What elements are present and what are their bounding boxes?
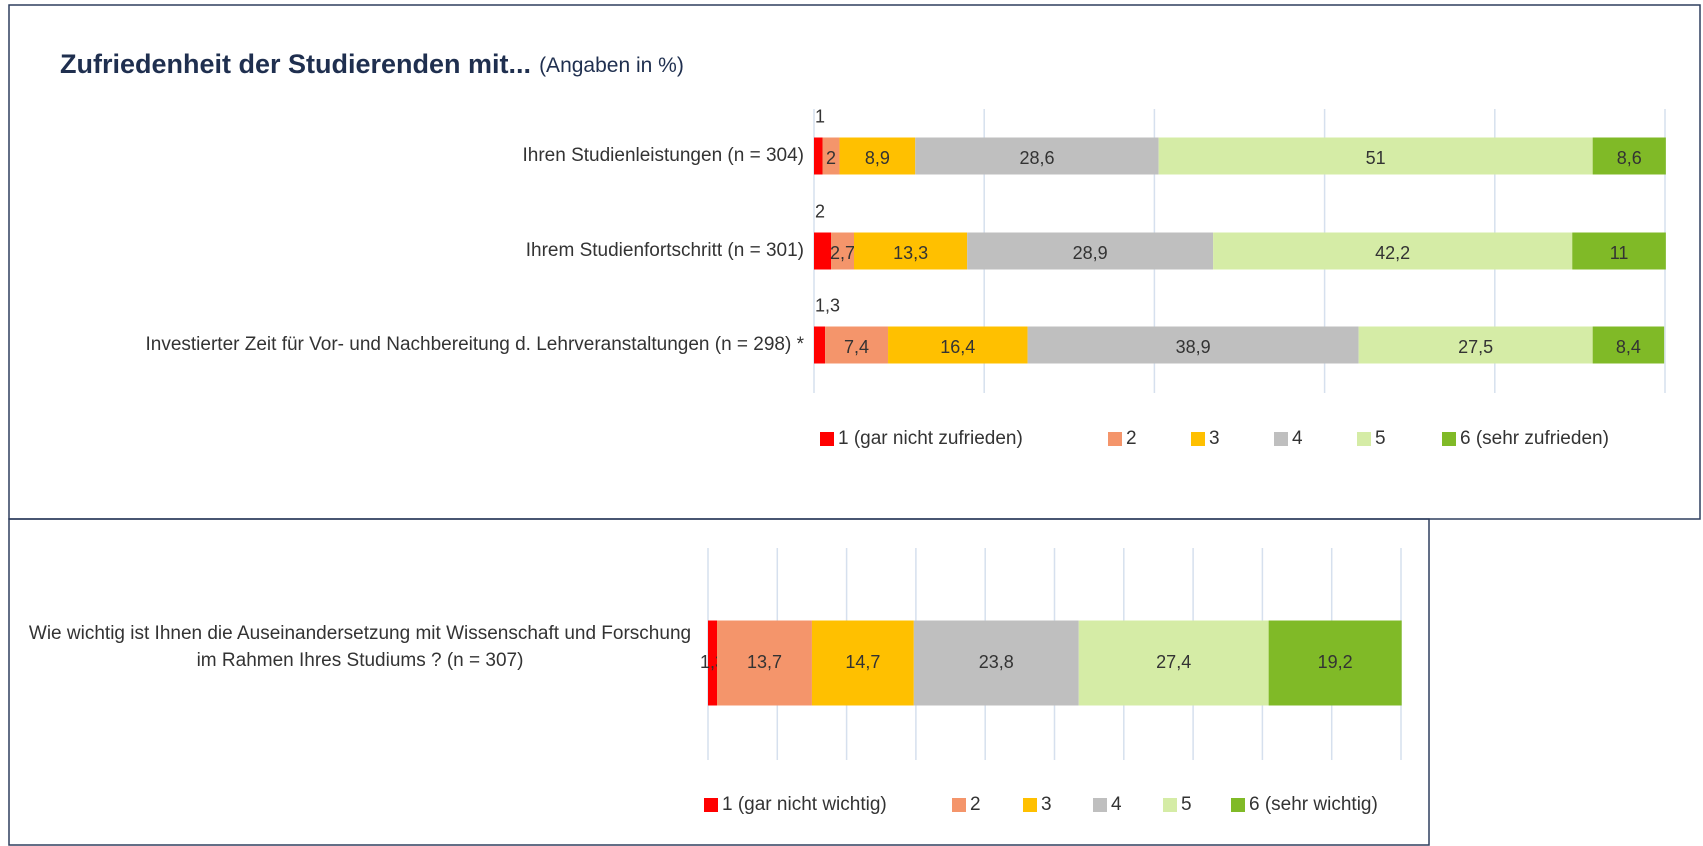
bar-segment [1268,620,1402,706]
legend-swatch [1442,432,1456,446]
data-label: 42,2 [1375,243,1410,263]
data-label: 2 [815,201,825,221]
data-label: 1 [815,106,825,126]
legend-swatch [1163,798,1177,812]
data-label: 8,6 [1617,148,1642,168]
legend-swatch [820,432,834,446]
legend-swatch [1191,432,1205,446]
legend-label: 3 [1041,794,1052,815]
bar-segment [822,137,840,175]
legend-swatch [1231,798,1245,812]
bar-segment [915,137,1159,175]
data-label: 27,5 [1458,337,1493,357]
data-label: 14,7 [845,652,880,672]
category-label: Ihrem Studienfortschritt (n = 301) [526,240,804,261]
bar-segment [1592,326,1665,364]
data-label: 11 [1610,243,1629,263]
bar-segment [1592,137,1666,175]
legend-swatch [1108,432,1122,446]
bar-segment [811,620,914,706]
legend-label: 2 [970,794,981,815]
data-label: 51 [1366,148,1386,168]
data-label: 8,9 [865,148,890,168]
data-label: 38,9 [1176,337,1211,357]
frame [8,518,1430,846]
data-label: 16,4 [940,337,975,357]
legend-label: 5 [1181,794,1192,815]
legend-swatch [952,798,966,812]
category-label: Investierter Zeit für Vor- und Nachberei… [145,334,804,355]
legend-swatch [1093,798,1107,812]
bar-segment [1078,620,1269,706]
bar-segment [814,232,832,270]
data-label: 13,3 [893,243,928,263]
data-label: 19,2 [1318,652,1353,672]
legend-label: 2 [1126,428,1137,449]
legend-label: 1 (gar nicht wichtig) [722,794,887,815]
bar-segment [1158,137,1593,175]
data-label: 28,9 [1073,243,1108,263]
legend-label: 5 [1375,428,1386,449]
legend-label: 4 [1292,428,1303,449]
data-label: 13,7 [747,652,782,672]
legend-swatch [704,798,718,812]
bar-segment [1213,232,1573,270]
legend-label: 1 (gar nicht zufrieden) [838,428,1023,449]
legend-label: 4 [1111,794,1122,815]
legend-swatch [1023,798,1037,812]
subtitle: (Angaben in %) [539,54,684,77]
bar-segment [1572,232,1666,270]
legend-label: 6 (sehr wichtig) [1249,794,1378,815]
bar-segment [1027,326,1359,364]
bar-segment [717,620,812,706]
data-label: 23,8 [979,652,1014,672]
bar-segment [1358,326,1593,364]
chart-title: Zufriedenheit der Studierenden mit... (An… [60,49,684,79]
legend-swatch [1274,432,1288,446]
legend-label: 6 (sehr zufrieden) [1460,428,1609,449]
data-label: 7,4 [844,337,869,357]
legend-label: 3 [1209,428,1220,449]
data-label: 2,7 [830,243,855,263]
data-label: 28,6 [1019,148,1054,168]
bar-segment [814,137,823,175]
bar-segment [913,620,1079,706]
data-label: 2 [826,148,836,168]
data-label: 8,4 [1616,337,1641,357]
bar-segment [708,620,718,706]
bar-segment [853,232,968,270]
data-label: 1,3 [815,295,840,315]
bar-segment [825,326,889,364]
bar-segment [831,232,854,270]
bar-segment [814,326,826,364]
data-label: 27,4 [1156,652,1191,672]
category-label: Ihren Studienleistungen (n = 304) [522,145,804,166]
category-label: Wie wichtig ist Ihnen die Auseinanderset… [28,623,692,671]
title: Zufriedenheit der Studierenden mit... [60,49,531,79]
legend-swatch [1357,432,1371,446]
bar-segment [839,137,916,175]
bar-segment [967,232,1214,270]
bar-segment [888,326,1028,364]
